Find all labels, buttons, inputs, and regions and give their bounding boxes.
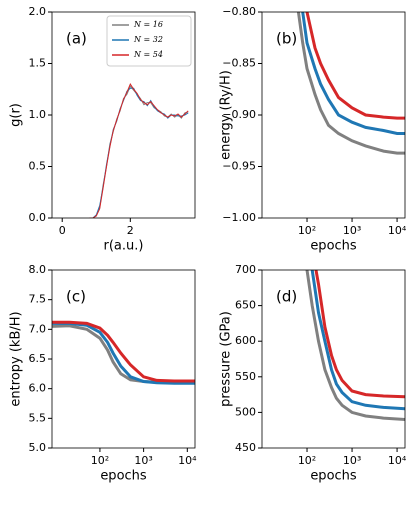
legend-box: [106, 15, 192, 67]
series-line: [305, 12, 405, 120]
series-line: [89, 85, 189, 218]
series-line: [314, 270, 405, 399]
x-tick-label: 10³: [343, 224, 361, 237]
y-tick-label: 7.0: [29, 322, 47, 335]
plot-area: [89, 83, 189, 218]
x-axis-label: epochs: [310, 239, 357, 254]
x-axis-label: r(a.u.): [104, 239, 144, 254]
y-tick-label: 600: [235, 334, 256, 347]
plot-area: [296, 12, 405, 155]
y-tick-label: −1.00: [222, 211, 256, 224]
y-tick-label: 6.0: [29, 382, 47, 395]
axes-frame: [261, 269, 406, 449]
legend-label: N = 54: [133, 50, 163, 59]
panel-label: (d): [276, 288, 297, 306]
x-tick-label: 10⁴: [178, 454, 197, 467]
x-tick-label: 10²: [298, 454, 316, 467]
y-tick-label: 0.0: [29, 211, 47, 224]
x-tick-label: 10²: [298, 224, 316, 237]
series-line: [296, 12, 405, 155]
x-tick-label: 10³: [343, 454, 361, 467]
plot-area: [52, 320, 195, 385]
y-tick-label: −0.80: [222, 5, 256, 18]
y-axis-label: entropy (kB/H): [9, 311, 24, 406]
y-tick-label: 2.0: [29, 5, 47, 18]
y-tick-label: 7.5: [29, 293, 47, 306]
series-line: [89, 87, 189, 218]
y-tick-label: 450: [235, 441, 256, 454]
y-tick-label: 1.0: [29, 108, 47, 121]
y-tick-label: 550: [235, 370, 256, 383]
y-axis-label: energy (Ry/H): [219, 70, 234, 160]
y-tick-label: 1.5: [29, 57, 47, 70]
y-tick-label: 700: [235, 263, 256, 276]
panel-label: (c): [66, 288, 86, 306]
y-tick-label: 6.5: [29, 352, 47, 365]
legend-label: N = 16: [133, 20, 163, 29]
x-axis-label: epochs: [310, 469, 357, 484]
x-tick-label: 10⁴: [388, 224, 407, 237]
x-tick-label: 0: [59, 224, 66, 237]
x-axis-label: epochs: [100, 469, 147, 484]
series-line: [301, 12, 405, 135]
plot-area: [305, 270, 405, 421]
x-tick-label: 10²: [91, 454, 109, 467]
series-line: [89, 83, 189, 218]
y-tick-label: 5.5: [29, 411, 47, 424]
y-tick-label: −0.85: [222, 57, 256, 70]
y-tick-label: 650: [235, 299, 256, 312]
y-tick-label: 5.0: [29, 441, 47, 454]
series-line: [305, 270, 405, 421]
legend-label: N = 32: [133, 35, 163, 44]
x-tick-label: 2: [127, 224, 134, 237]
y-tick-label: −0.95: [222, 160, 256, 173]
y-axis-label: g(r): [9, 103, 24, 127]
x-tick-label: 10⁴: [388, 454, 407, 467]
y-tick-label: −0.90: [222, 108, 256, 121]
y-axis-label: pressure (GPa): [219, 311, 234, 407]
y-tick-label: 0.5: [29, 160, 47, 173]
series-line: [52, 320, 195, 383]
series-line: [52, 321, 195, 385]
x-tick-label: 10³: [134, 454, 152, 467]
panel-label: (b): [276, 30, 297, 48]
y-tick-label: 500: [235, 405, 256, 418]
panel-label: (a): [66, 30, 87, 48]
series-line: [310, 270, 405, 411]
y-tick-label: 8.0: [29, 263, 47, 276]
